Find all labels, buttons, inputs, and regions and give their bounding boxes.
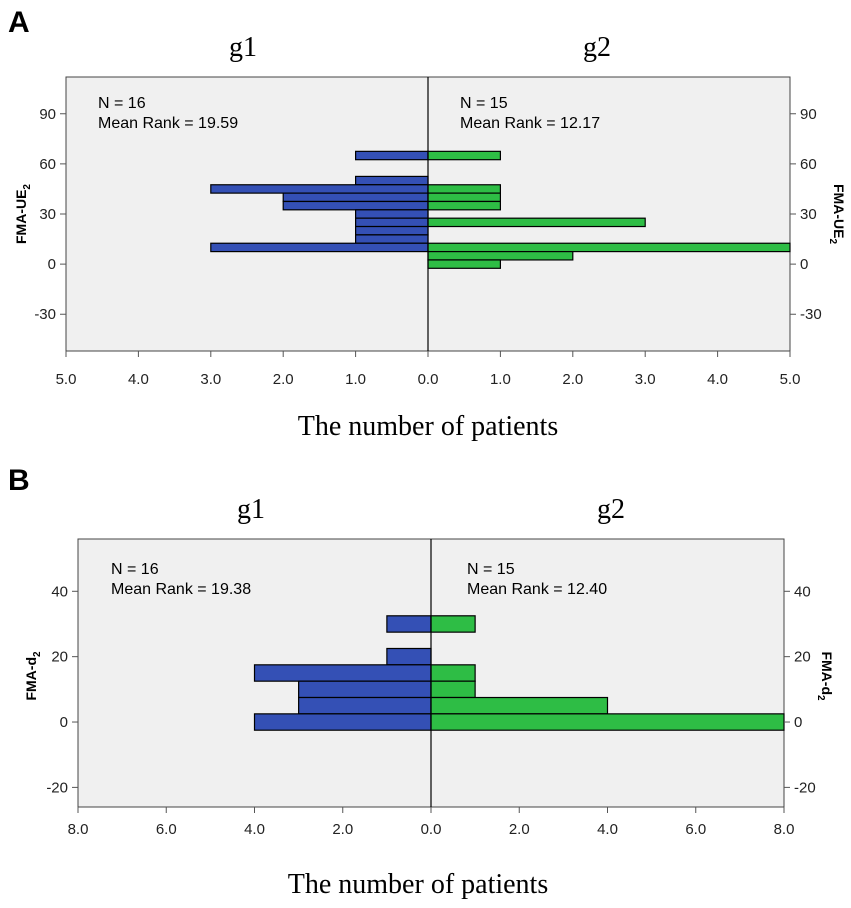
- xtick-center-a: 0.0: [418, 371, 439, 388]
- group-label-g2-b: g2: [597, 494, 625, 525]
- xtick-right-a-0: 1.0: [490, 371, 511, 388]
- xtick-left-a-4: 1.0: [345, 371, 366, 388]
- annotation-right-mean-rank-b: Mean Rank = 12.40: [467, 581, 607, 598]
- group-label-g1-b: g1: [237, 494, 265, 525]
- ylabel-left-b-main: FMA-d: [23, 657, 39, 701]
- xtick-right-a-3: 4.0: [707, 371, 728, 388]
- xlabel-a: The number of patients: [298, 411, 558, 442]
- annotation-left-n-a: N = 16: [98, 95, 146, 112]
- xtick-right-a-4: 5.0: [780, 371, 801, 388]
- bar-g1-b-10: [298, 680, 432, 699]
- bar-g1-a-30: [355, 209, 429, 219]
- bar-g2-b-5: [430, 696, 609, 715]
- xtick-center-b: 0.0: [421, 821, 442, 838]
- ylabel-left-a-main: FMA-UE: [13, 190, 29, 244]
- ytick-right-b-0: 40: [794, 583, 811, 600]
- bar-g2-a-10: [427, 242, 791, 253]
- group-label-g1-a: g1: [229, 32, 257, 63]
- xtick-right-b-3: 8.0: [774, 821, 795, 838]
- bar-g2-a-40: [427, 192, 502, 203]
- ytick-right-a-3: 0: [800, 256, 808, 273]
- ylabel-left-b-sub: 2: [32, 651, 43, 657]
- xtick-left-b-3: 2.0: [332, 821, 353, 838]
- ytick-right-a-4: -30: [800, 306, 822, 323]
- bar-g1-a-50: [355, 175, 429, 186]
- bar-g1-a-10: [210, 242, 429, 253]
- xtick-left-b-1: 6.0: [156, 821, 177, 838]
- bar-g2-a-65: [427, 150, 502, 161]
- xtick-left-a-1: 4.0: [128, 371, 149, 388]
- ytick-right-b-2: 0: [794, 714, 802, 731]
- xlabel-b: The number of patients: [288, 869, 548, 900]
- xtick-left-a-2: 3.0: [200, 371, 221, 388]
- ytick-left-b-3: -20: [46, 779, 68, 796]
- xtick-right-b-2: 6.0: [685, 821, 706, 838]
- ytick-right-b-3: -20: [794, 779, 816, 796]
- xtick-left-b-0: 8.0: [68, 821, 89, 838]
- xtick-right-a-1: 2.0: [562, 371, 583, 388]
- ylabel-right-a: FMA-UE2: [827, 184, 847, 244]
- annotation-left-n-b: N = 16: [111, 561, 159, 578]
- bar-g2-b-10: [430, 680, 476, 699]
- ytick-left-b-0: 40: [51, 583, 68, 600]
- panel-letter-a: A: [8, 6, 30, 39]
- bar-g1-a-20: [355, 225, 429, 236]
- bar-g1-b-30: [386, 615, 432, 633]
- bar-g2-b-0: [430, 713, 785, 731]
- bar-g2-a-45: [427, 184, 502, 194]
- bar-g1-a-15: [355, 234, 429, 244]
- bar-g2-b-15: [430, 664, 476, 682]
- ytick-right-a-2: 30: [800, 206, 817, 223]
- group-label-g2-a: g2: [583, 32, 611, 63]
- bar-g2-a-35: [427, 200, 502, 211]
- ytick-right-a-0: 90: [800, 106, 817, 123]
- xtick-left-a-3: 2.0: [273, 371, 294, 388]
- annotation-right-n-a: N = 15: [460, 95, 508, 112]
- bar-g2-a-5: [427, 250, 574, 261]
- ylabel-right-b-main: FMA-d: [819, 651, 835, 695]
- ylabel-right-b-sub: 2: [815, 695, 826, 701]
- panel-a: Ag1 g2 90 90 60 60 30 30 0 0 -30 -30 5.0 4.0 3.0 2.0 1.0…: [8, 6, 847, 442]
- ylabel-left-b: FMA-d2: [23, 651, 43, 701]
- bar-g2-a-0: [427, 259, 502, 269]
- bar-g1-b-15: [253, 664, 432, 682]
- bar-g1-b-0: [253, 713, 432, 731]
- bar-g1-a-40: [282, 192, 429, 203]
- ylabel-right-a-main: FMA-UE: [831, 184, 847, 238]
- bar-g1-b-20: [386, 647, 432, 666]
- bar-g1-a-45: [210, 184, 429, 194]
- xtick-left-b-2: 4.0: [244, 821, 265, 838]
- ytick-left-b-2: 0: [60, 714, 68, 731]
- annotation-right-mean-rank-a: Mean Rank = 12.17: [460, 115, 600, 132]
- bar-g1-a-25: [355, 217, 429, 228]
- ytick-right-a-1: 60: [800, 156, 817, 173]
- ylabel-right-a-sub: 2: [827, 238, 838, 244]
- ytick-left-b-1: 20: [51, 649, 68, 666]
- ytick-left-a-3: 0: [48, 256, 56, 273]
- annotation-left-mean-rank-b: Mean Rank = 19.38: [111, 581, 251, 598]
- ytick-left-a-4: -30: [34, 306, 56, 323]
- xtick-right-b-0: 2.0: [509, 821, 530, 838]
- bar-g2-a-25: [427, 217, 646, 228]
- xtick-right-b-1: 4.0: [597, 821, 618, 838]
- ytick-left-a-2: 30: [39, 206, 56, 223]
- ytick-left-a-0: 90: [39, 106, 56, 123]
- xtick-right-a-2: 3.0: [635, 371, 656, 388]
- panel-b: Bg1 g2 40 40 20 20 0 0 -20 -20 8.0 6.0 4.0 2.0 0.0 2.0 4…: [8, 464, 835, 900]
- annotation-right-n-b: N = 15: [467, 561, 515, 578]
- ylabel-left-a: FMA-UE2: [13, 184, 33, 244]
- ytick-left-a-1: 60: [39, 156, 56, 173]
- bar-g2-b-30: [430, 615, 476, 633]
- xtick-left-a-0: 5.0: [56, 371, 77, 388]
- ylabel-left-a-sub: 2: [22, 184, 33, 190]
- bar-g1-a-35: [282, 200, 429, 211]
- ytick-right-b-1: 20: [794, 649, 811, 666]
- annotation-left-mean-rank-a: Mean Rank = 19.59: [98, 115, 238, 132]
- panel-letter-b: B: [8, 464, 30, 497]
- bar-g1-a-65: [355, 150, 429, 161]
- bar-g1-b-5: [298, 696, 432, 715]
- ylabel-right-b: FMA-d2: [815, 651, 835, 701]
